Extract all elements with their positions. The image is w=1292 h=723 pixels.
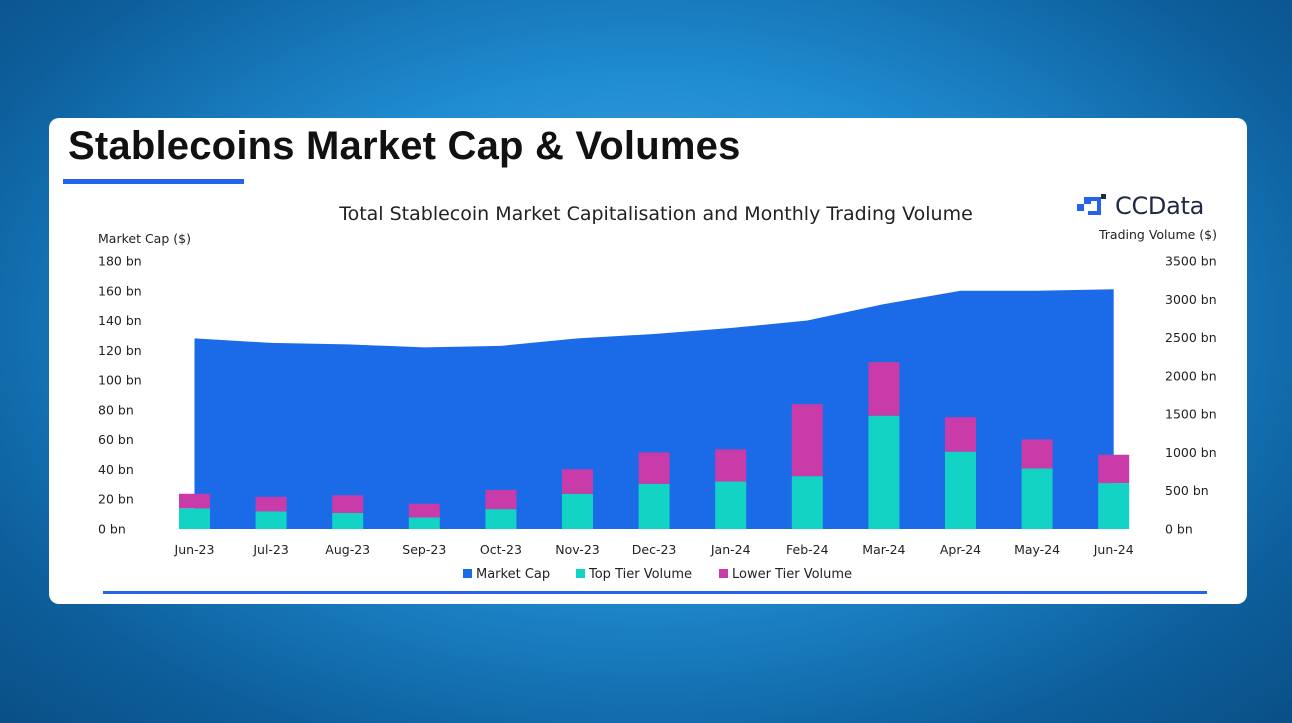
x-tick-label: Mar-24 — [862, 542, 905, 557]
right-tick-label: 0 bn — [1165, 522, 1193, 537]
legend-label: Lower Tier Volume — [732, 567, 852, 582]
top-tier-bar — [945, 451, 976, 529]
lower-tier-bar — [715, 449, 747, 482]
chart-card: Stablecoins Market Cap & Volumes CCData … — [49, 118, 1247, 604]
x-tick-label: Feb-24 — [786, 542, 829, 557]
right-tick-label: 3500 bn — [1165, 254, 1217, 269]
logo-text: CCData — [1115, 192, 1205, 220]
left-tick-label: 0 bn — [98, 522, 126, 537]
lower-tier-bar — [868, 362, 900, 416]
right-tick-label: 2500 bn — [1165, 330, 1217, 345]
left-tick-label: 80 bn — [98, 402, 134, 417]
left-tick-label: 20 bn — [98, 492, 134, 507]
top-tier-bar — [485, 509, 517, 529]
lower-tier-bar — [562, 469, 593, 494]
top-tier-bar — [715, 481, 747, 529]
lower-tier-bar — [945, 417, 976, 452]
x-tick-label: Aug-23 — [325, 542, 370, 557]
legend-swatch — [576, 569, 585, 578]
left-axis-label: Market Cap ($) — [98, 231, 191, 246]
lower-tier-bar — [638, 452, 670, 484]
left-tick-label: 140 bn — [98, 313, 142, 328]
lower-tier-bar — [485, 489, 517, 510]
left-tick-label: 120 bn — [98, 343, 142, 358]
left-tick-label: 40 bn — [98, 462, 134, 477]
x-tick-label: Jun-24 — [1093, 542, 1134, 557]
top-tier-bar — [179, 508, 210, 529]
right-tick-label: 1000 bn — [1165, 445, 1217, 460]
lower-tier-bar — [408, 503, 440, 518]
lower-tier-bar — [179, 493, 210, 509]
left-tick-label: 180 bn — [98, 254, 142, 269]
top-tier-bar — [638, 483, 670, 529]
left-tick-label: 160 bn — [98, 283, 142, 298]
top-tier-bar — [1021, 468, 1053, 529]
legend-swatch — [463, 569, 472, 578]
legend-swatch — [719, 569, 728, 578]
right-axis-label: Trading Volume ($) — [1098, 227, 1217, 242]
right-tick-label: 500 bn — [1165, 483, 1209, 498]
right-tick-label: 3000 bn — [1165, 292, 1217, 307]
x-tick-label: Dec-23 — [632, 542, 677, 557]
top-tier-bar — [1098, 483, 1130, 529]
left-tick-label: 60 bn — [98, 432, 134, 447]
ccdata-logo: CCData — [1075, 190, 1204, 222]
x-tick-label: Jan-24 — [710, 542, 751, 557]
x-tick-label: Jul-23 — [252, 542, 289, 557]
left-tick-label: 100 bn — [98, 373, 142, 388]
top-tier-bar — [408, 517, 440, 529]
lower-tier-bar — [332, 495, 364, 513]
legend-label: Market Cap — [476, 567, 550, 582]
top-tier-bar — [562, 493, 593, 529]
title-underline — [63, 179, 244, 184]
x-tick-label: Oct-23 — [480, 542, 522, 557]
lower-tier-bar — [255, 496, 287, 512]
top-tier-bar — [868, 415, 900, 529]
top-tier-bar — [255, 511, 287, 529]
x-tick-label: Jun-23 — [174, 542, 215, 557]
bottom-rule — [103, 591, 1207, 594]
chart-svg: Total Stablecoin Market Capitalisation a… — [98, 203, 1217, 582]
top-tier-bar — [791, 476, 823, 529]
ccdata-logo-icon — [1077, 194, 1106, 215]
legend-label: Top Tier Volume — [588, 567, 692, 582]
right-tick-label: 2000 bn — [1165, 368, 1217, 383]
chart-title: Total Stablecoin Market Capitalisation a… — [338, 203, 973, 225]
x-tick-label: Apr-24 — [940, 542, 981, 557]
lower-tier-bar — [1098, 454, 1130, 484]
x-tick-label: Sep-23 — [402, 542, 446, 557]
lower-tier-bar — [791, 404, 823, 477]
right-tick-label: 1500 bn — [1165, 407, 1217, 422]
page-title: Stablecoins Market Cap & Volumes — [68, 124, 741, 168]
top-tier-bar — [332, 512, 364, 529]
x-tick-label: May-24 — [1014, 542, 1060, 557]
x-tick-label: Nov-23 — [555, 542, 599, 557]
lower-tier-bar — [1021, 439, 1053, 469]
